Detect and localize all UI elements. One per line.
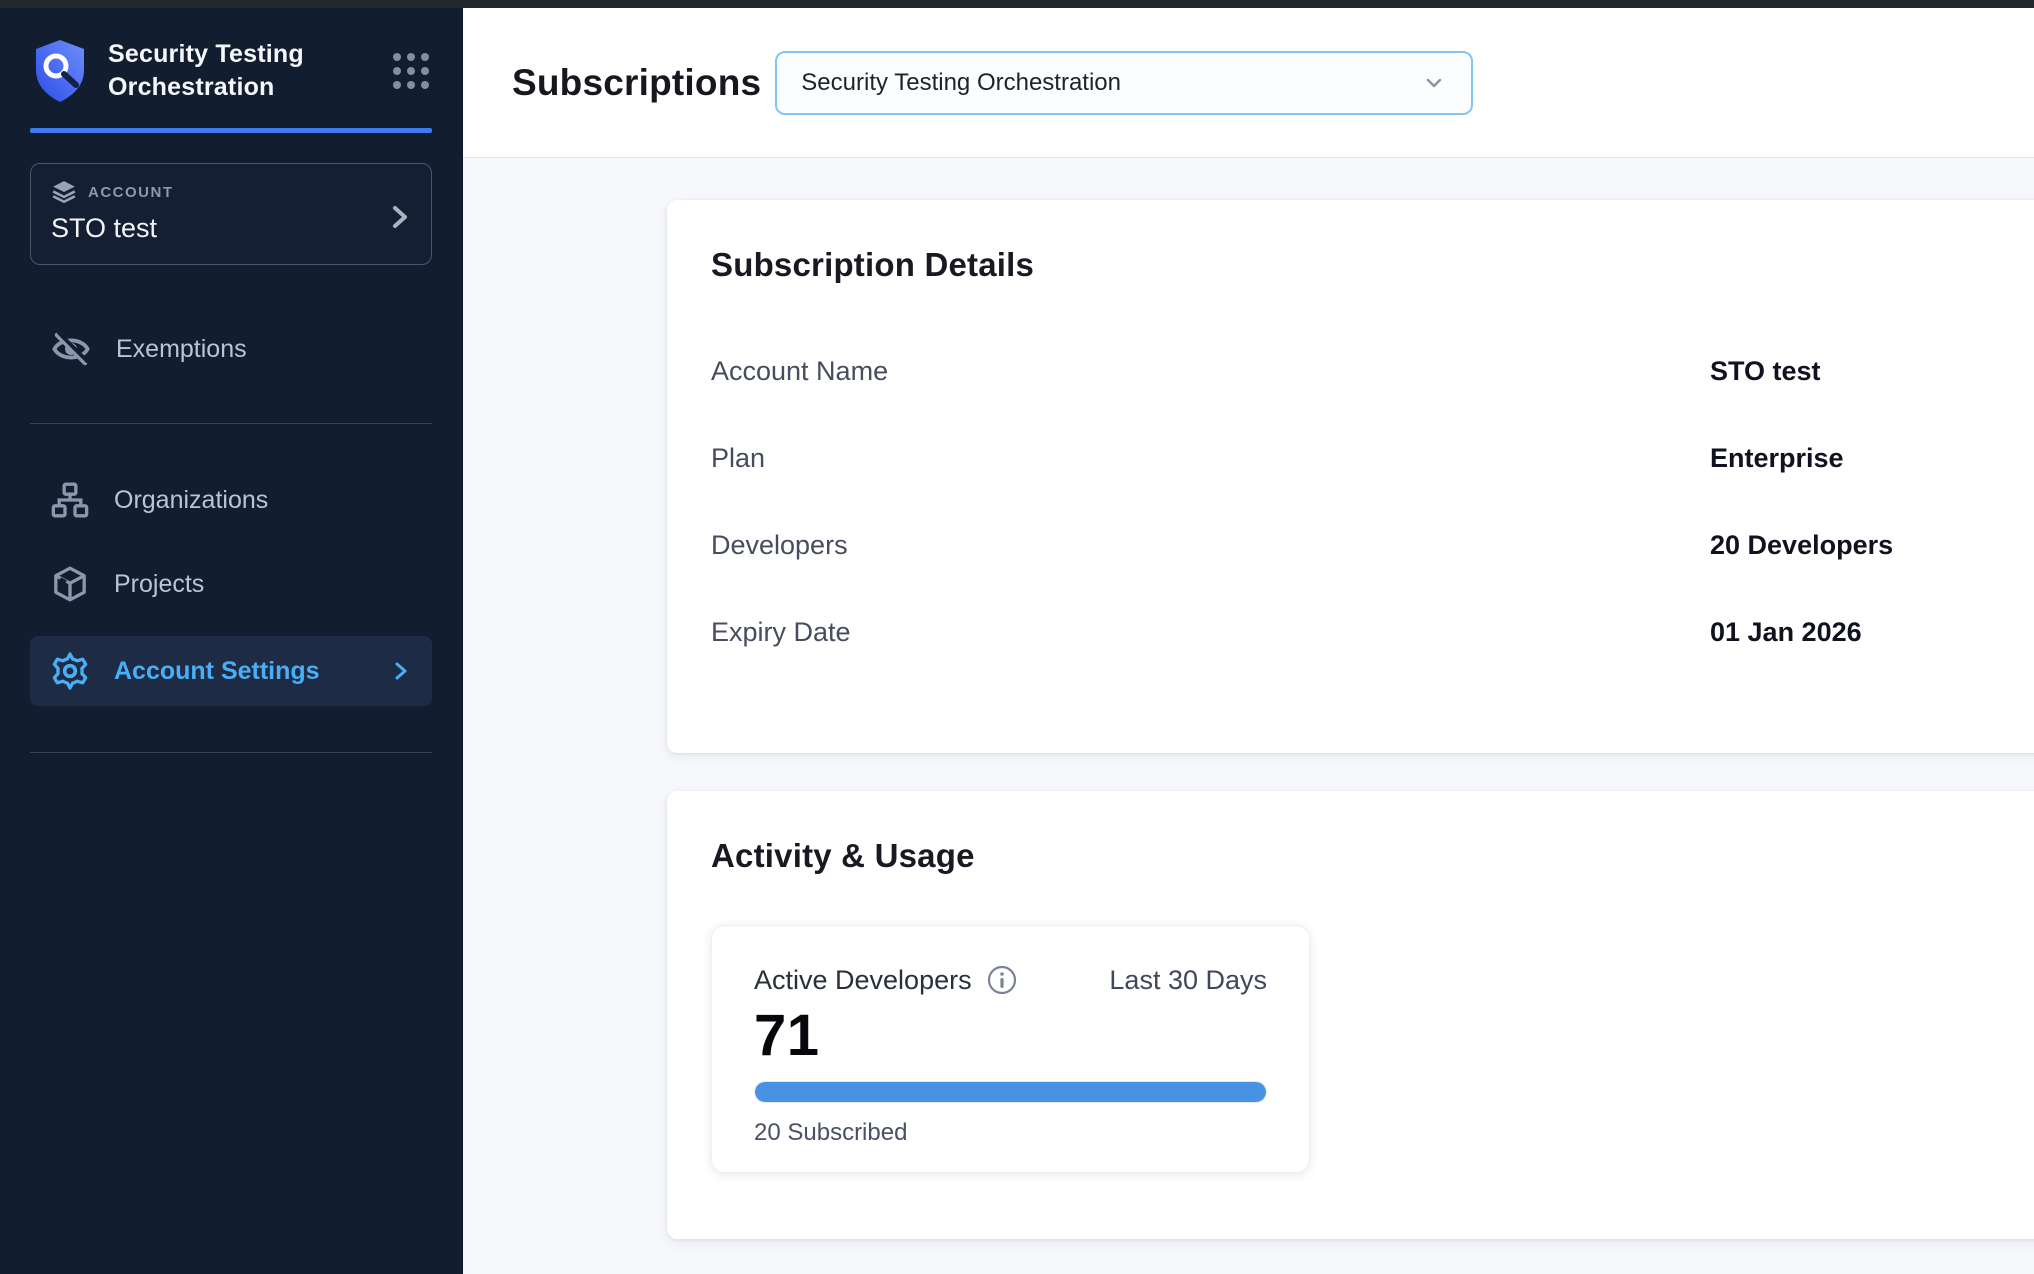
sidebar-divider: [30, 752, 432, 753]
module-select-value: Security Testing Orchestration: [801, 68, 1121, 96]
product-title: Security Testing Orchestration: [108, 40, 304, 101]
sidebar-item-projects[interactable]: Projects: [30, 552, 432, 616]
activity-usage-title: Activity & Usage: [711, 837, 975, 874]
active-developers-stat-card: Active Developers Last 30 Days 71: [711, 925, 1310, 1173]
subscribed-count-label: 20 Subscribed: [754, 1119, 908, 1146]
eye-off-icon: [52, 331, 90, 366]
detail-label: Expiry Date: [711, 617, 851, 647]
page-header: Subscriptions Security Testing Orchestra…: [463, 8, 2034, 158]
activity-usage-card: Activity & Usage Active Developers Last …: [667, 791, 2034, 1239]
stat-period-label: Last 30 Days: [1109, 964, 1267, 995]
active-developers-progress-fill: [755, 1082, 1266, 1102]
detail-value: 20 Developers: [1710, 530, 1894, 560]
org-chart-icon: [51, 482, 89, 518]
detail-label: Account Name: [711, 356, 889, 386]
sidebar-item-label: Organizations: [114, 485, 269, 514]
main-area: Subscriptions Security Testing Orchestra…: [463, 8, 2034, 1274]
chevron-right-icon: [395, 662, 407, 680]
chevron-right-icon: [393, 206, 407, 228]
page-content: Subscription Details Account Name STO te…: [463, 158, 2034, 1274]
info-icon[interactable]: [986, 964, 1018, 996]
layers-icon: [52, 181, 76, 204]
page-title: Subscriptions: [512, 61, 762, 103]
detail-row-developers: Developers 20 Developers: [711, 502, 2023, 589]
active-developers-label: Active Developers: [754, 964, 972, 995]
detail-row-plan: Plan Enterprise: [711, 415, 2023, 502]
detail-row-expiry-date: Expiry Date 01 Jan 2026: [711, 589, 2023, 676]
detail-label: Plan: [711, 443, 766, 473]
subscription-details-card: Subscription Details Account Name STO te…: [667, 200, 2034, 753]
account-selector[interactable]: ACCOUNT STO test: [30, 163, 432, 265]
detail-row-account-name: Account Name STO test: [711, 328, 2023, 415]
detail-value: Enterprise: [1710, 443, 1844, 473]
module-accent-underline: [30, 128, 432, 133]
chevron-down-icon: [1427, 78, 1442, 87]
active-developers-progress-track: [754, 1081, 1267, 1103]
detail-label: Developers: [711, 530, 848, 560]
sidebar-nav-group: Organizations Projects Account Settings: [30, 468, 432, 706]
cube-icon: [54, 566, 86, 602]
module-select-dropdown[interactable]: Security Testing Orchestration: [775, 50, 1474, 115]
detail-value: 01 Jan 2026: [1710, 617, 1862, 647]
gear-icon: [52, 652, 88, 690]
sto-shield-logo-icon: [36, 40, 84, 102]
subscription-details-title: Subscription Details: [711, 246, 1035, 283]
subscription-details-rows: Account Name STO test Plan Enterprise De…: [711, 328, 2023, 676]
sidebar-item-label: Projects: [114, 569, 205, 598]
detail-value: STO test: [1710, 356, 1821, 386]
sidebar-item-organizations[interactable]: Organizations: [30, 468, 432, 532]
sidebar-divider: [30, 423, 432, 424]
account-label: ACCOUNT: [88, 183, 174, 201]
active-developers-count: 71: [754, 1003, 820, 1068]
sidebar-item-exemptions[interactable]: Exemptions: [30, 317, 432, 381]
apps-grid-icon[interactable]: [390, 50, 432, 92]
top-edge-bar: [0, 0, 2034, 8]
sidebar-item-label: Account Settings: [114, 656, 320, 685]
product-brand[interactable]: Security Testing Orchestration: [30, 38, 432, 104]
sidebar-item-label: Exemptions: [116, 334, 247, 363]
sidebar-item-account-settings[interactable]: Account Settings: [30, 636, 432, 706]
account-name: STO test: [51, 213, 158, 243]
app-root: Security Testing Orchestration ACCOUNT: [0, 8, 2034, 1274]
sidebar: Security Testing Orchestration ACCOUNT: [0, 8, 463, 1274]
